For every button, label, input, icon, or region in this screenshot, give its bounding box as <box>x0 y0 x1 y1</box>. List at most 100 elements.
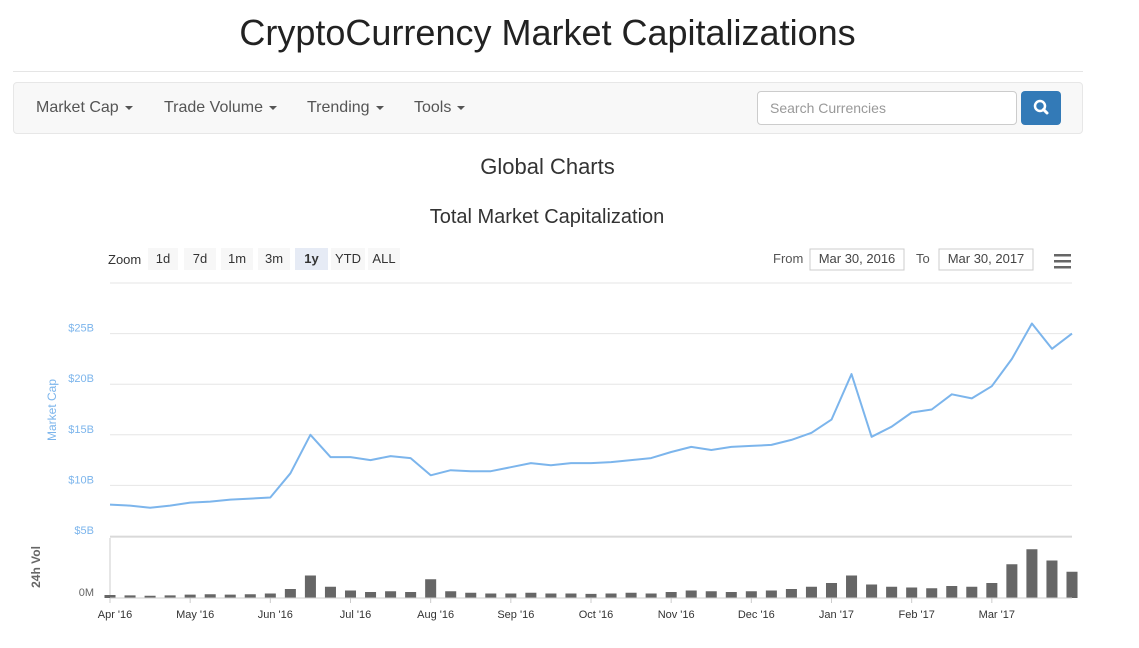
menu-button[interactable] <box>1054 254 1071 269</box>
volume-bar <box>1006 564 1018 598</box>
volume-bar <box>866 584 878 598</box>
zoom-button-bg <box>295 248 328 270</box>
zoom-button-label: ALL <box>372 251 395 266</box>
zoom-button[interactable]: ALL <box>368 248 400 270</box>
volume-bar <box>164 595 176 598</box>
to-value: Mar 30, 2017 <box>948 251 1025 266</box>
zoom-button-label: YTD <box>335 251 361 266</box>
zoom-button-bg <box>258 248 290 270</box>
x-tick-label: Feb '17 <box>898 609 934 621</box>
caret <box>269 105 278 110</box>
y-tick-label: $25B <box>68 323 94 335</box>
from-label: From <box>773 251 803 266</box>
menu-bar <box>1054 260 1071 263</box>
zoom-button-bg <box>221 248 253 270</box>
volume-bar <box>765 590 777 598</box>
y-axis-title: Market Cap <box>45 379 59 441</box>
from-value: Mar 30, 2016 <box>819 251 896 266</box>
volume-bar <box>645 593 657 598</box>
volume-bar <box>705 591 717 598</box>
caret <box>375 105 384 110</box>
zoom-button-label: 1d <box>156 251 170 266</box>
search-button[interactable] <box>1021 91 1061 125</box>
from-input[interactable] <box>809 248 905 271</box>
volume-bar <box>1046 560 1058 598</box>
zoom-button[interactable]: 1d <box>148 248 178 270</box>
section-title: Global Charts <box>480 154 615 179</box>
volume-bar <box>505 593 517 598</box>
zoom-button-bg <box>184 248 216 270</box>
volume-bar <box>304 575 316 598</box>
x-tick-label: Jan '17 <box>819 609 854 621</box>
volume-bar <box>986 583 998 598</box>
volume-bar <box>1026 549 1038 598</box>
divider <box>13 71 1083 72</box>
caret <box>124 105 133 110</box>
x-tick-label: Jul '16 <box>340 609 371 621</box>
zoom-button[interactable]: 1y <box>295 248 328 270</box>
volume-bar <box>465 592 477 598</box>
page-title: CryptoCurrency Market Capitalizations <box>239 12 856 53</box>
zoom-button[interactable]: 3m <box>258 248 290 270</box>
y-tick-label: $15B <box>68 424 94 436</box>
zoom-button[interactable]: 1m <box>221 248 253 270</box>
volume-bar <box>184 594 196 598</box>
y2-tick-label: 0M <box>79 587 94 599</box>
caret <box>457 105 466 110</box>
volume-bar <box>906 587 918 598</box>
x-tick-label: Mar '17 <box>979 609 1015 621</box>
volume-bar <box>1066 571 1078 598</box>
volume-bar <box>665 592 677 598</box>
volume-bar <box>204 594 216 598</box>
y-tick-label: $10B <box>68 474 94 486</box>
zoom-button-label: 1m <box>228 251 246 266</box>
x-tick-label: Aug '16 <box>417 609 454 621</box>
volume-bar <box>344 590 357 598</box>
zoom-button-label: 3m <box>265 251 283 266</box>
volume-bar <box>805 586 817 598</box>
x-tick-label: Jun '16 <box>258 609 293 621</box>
nav-item[interactable]: Trending <box>307 99 384 117</box>
volume-bar <box>144 595 156 598</box>
x-tick-label: Sep '16 <box>497 609 534 621</box>
volume-bar <box>946 586 958 598</box>
y2-axis-title: 24h Vol <box>29 546 43 588</box>
volume-bar <box>264 593 276 598</box>
nav-label: Trending <box>307 99 370 116</box>
nav-label: Tools <box>414 99 452 116</box>
zoom-button-label: 1y <box>304 251 319 266</box>
volume-bar <box>926 588 938 598</box>
zoom-button[interactable]: 7d <box>184 248 216 270</box>
volume-bar <box>244 594 256 598</box>
x-tick-label: Apr '16 <box>98 609 133 621</box>
volume-bar <box>745 591 757 598</box>
x-tick-label: Nov '16 <box>658 609 695 621</box>
nav-item[interactable]: Market Cap <box>36 99 133 117</box>
zoom-button[interactable]: YTD <box>331 248 365 270</box>
zoom-button-bg <box>148 248 178 270</box>
volume-bar <box>284 589 296 598</box>
to-label: To <box>916 251 930 266</box>
nav-item[interactable]: Tools <box>414 99 466 117</box>
volume-bar <box>385 591 397 598</box>
nav-item[interactable]: Trade Volume <box>164 99 278 117</box>
x-tick-label: Oct '16 <box>579 609 614 621</box>
volume-bar <box>625 592 637 598</box>
y-tick-label: $20B <box>68 373 94 385</box>
volume-bar <box>846 575 858 598</box>
volume-bar <box>585 593 597 598</box>
to-input[interactable] <box>938 248 1034 271</box>
search-input[interactable]: Search Currencies <box>757 91 1017 125</box>
zoom-button-bg <box>331 248 365 270</box>
volume-bar <box>324 586 336 598</box>
zoom-button-label: 7d <box>193 251 207 266</box>
chart-title: Total Market Capitalization <box>430 206 665 228</box>
x-tick-label: Dec '16 <box>738 609 775 621</box>
volume-bar <box>525 592 537 598</box>
zoom-label: Zoom <box>108 252 141 267</box>
x-tick-label: May '16 <box>176 609 214 621</box>
nav-label: Market Cap <box>36 99 119 116</box>
search-icon <box>1033 99 1049 115</box>
